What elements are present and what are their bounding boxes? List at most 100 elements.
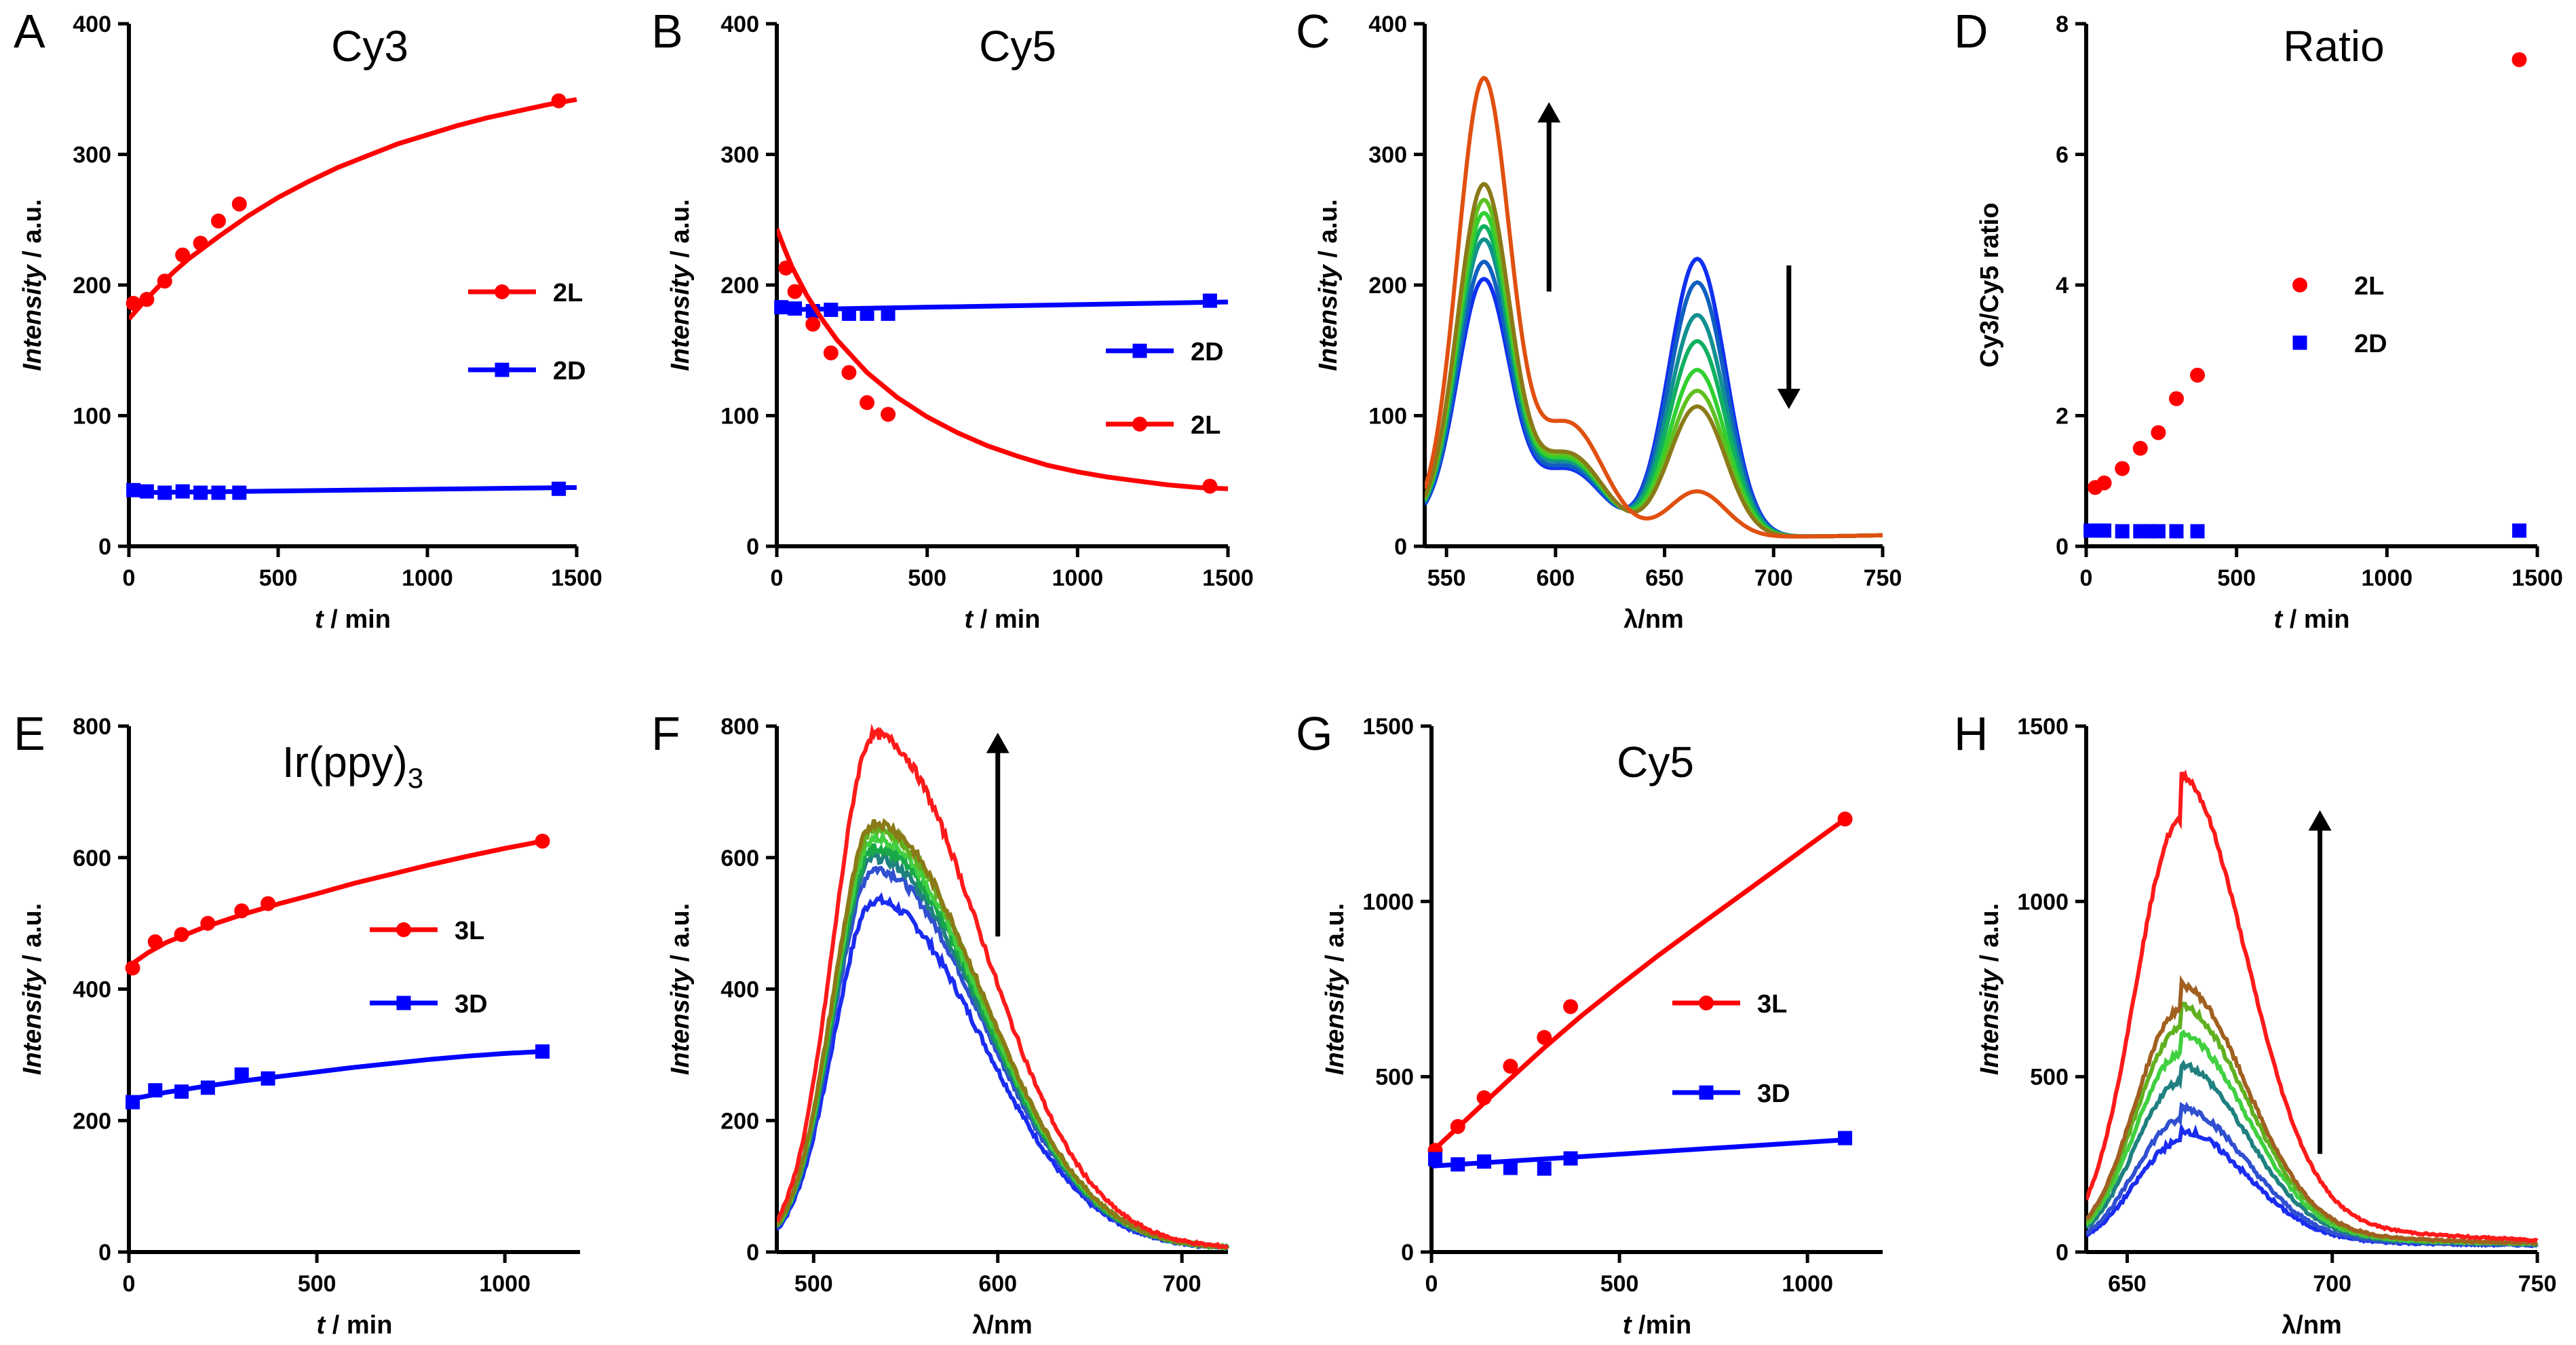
data-point <box>147 934 163 949</box>
data-point <box>234 903 250 919</box>
y-tick-label: 400 <box>1368 12 1407 37</box>
spectrum-line <box>777 818 1229 1251</box>
data-point <box>1503 1160 1518 1175</box>
panel-title: Ir(ppy)3 <box>282 738 423 794</box>
x-axis-var: t <box>965 605 974 634</box>
y-tick-label: 300 <box>73 143 111 168</box>
series-3D <box>126 1044 550 1110</box>
legend-marker <box>1699 1085 1714 1100</box>
legend-entry: 2D <box>1106 338 1224 366</box>
legend-marker <box>2292 278 2307 292</box>
trend-arrow-head <box>1537 102 1561 123</box>
y-tick-label: 4 <box>2056 273 2069 299</box>
x-axis-unit: / min <box>325 1311 392 1340</box>
panel-label: G <box>1296 707 1332 760</box>
panel-title-text: Ratio <box>2283 22 2384 71</box>
spectrum-line <box>2086 1122 2538 1249</box>
x-tick-label: 700 <box>2313 1271 2351 1297</box>
y-axis-label: Intensity / a.u. <box>1976 903 2004 1075</box>
y-axis-label: Intensity / a.u. <box>1321 903 1349 1075</box>
legend-marker <box>495 284 510 299</box>
y-axis-unit: / a.u. <box>666 903 695 969</box>
y-tick-label: 0 <box>1394 534 1407 560</box>
data-point <box>1563 999 1579 1015</box>
x-axis-unit: / min <box>2282 605 2349 634</box>
series-2D <box>774 293 1229 321</box>
x-tick-label: 550 <box>1427 565 1466 591</box>
legend-marker <box>2292 335 2307 350</box>
x-axis-unit: λ/nm <box>972 1311 1033 1340</box>
panel-label: C <box>1296 5 1330 58</box>
x-tick-label: 500 <box>298 1271 337 1297</box>
y-axis-var: Intensity <box>1976 968 2004 1075</box>
panel-d: D 0 500 1000 1500 0 2 4 6 8 t / min Cy3/Cy5 ratio Ra… <box>1954 5 2563 634</box>
y-tick-label: 100 <box>720 404 759 430</box>
data-point <box>211 213 226 229</box>
series-2L <box>777 227 1229 494</box>
y-tick-label: 0 <box>746 1240 759 1266</box>
data-point <box>1837 811 1853 827</box>
data-point <box>551 93 566 109</box>
legend-entry: 2L <box>2292 272 2384 301</box>
y-tick-label: 0 <box>98 534 111 560</box>
y-tick-label: 1500 <box>1362 714 1414 740</box>
data-point <box>1537 1029 1552 1045</box>
fit-curve <box>129 97 577 321</box>
data-point <box>1503 1059 1518 1074</box>
y-tick-label: 800 <box>73 714 111 740</box>
legend-marker <box>396 996 411 1010</box>
y-tick-label: 400 <box>73 12 111 37</box>
panel-label: H <box>1954 707 1988 760</box>
data-point <box>2132 440 2148 456</box>
data-point <box>2190 367 2206 383</box>
data-point <box>1563 1151 1578 1166</box>
y-tick-label: 200 <box>1368 273 1407 299</box>
x-tick-label: 500 <box>2217 565 2256 591</box>
data-point <box>126 1095 140 1110</box>
x-tick-label: 1000 <box>402 565 453 591</box>
x-axis-label: t / min <box>317 1311 393 1340</box>
panel-h: H 650 700 750 0 500 1000 1500 λ/nm Intensity / a.… <box>1954 707 2556 1340</box>
data-point <box>232 485 247 500</box>
legend-marker <box>1132 343 1147 358</box>
spectrum-line <box>1425 75 1883 539</box>
trend-arrow-head <box>986 732 1010 753</box>
data-point <box>778 260 794 276</box>
x-axis-label: t /min <box>1623 1311 1691 1340</box>
series-2D <box>2083 523 2526 539</box>
legend-marker <box>495 362 510 377</box>
series-2L <box>126 93 577 321</box>
x-tick-label: 1000 <box>2362 565 2413 591</box>
data-point <box>148 1083 163 1098</box>
y-tick-label: 200 <box>720 1108 759 1134</box>
data-point <box>535 833 550 849</box>
legend-label: 3D <box>1757 1080 1790 1108</box>
data-point <box>824 303 839 318</box>
y-axis-var: Intensity <box>18 968 47 1075</box>
x-axis-label: λ/nm <box>1623 605 1684 634</box>
x-tick-label: 1500 <box>1202 565 1254 591</box>
legend-marker <box>396 922 411 937</box>
x-tick-label: 600 <box>978 1271 1017 1297</box>
x-tick-label: 1000 <box>1052 565 1104 591</box>
x-tick-label: 500 <box>259 565 298 591</box>
y-axis-unit: / a.u. <box>18 199 47 265</box>
y-tick-label: 0 <box>2056 534 2069 560</box>
x-tick-label: 500 <box>794 1271 833 1297</box>
series-3L <box>125 833 550 976</box>
y-axis-label: Cy3/Cy5 ratio <box>1976 203 2004 368</box>
y-tick-label: 100 <box>1368 404 1407 430</box>
data-point <box>126 295 141 311</box>
x-tick-label: 1500 <box>2512 565 2563 591</box>
x-axis-label: t / min <box>2274 605 2350 634</box>
data-point <box>2169 391 2184 406</box>
y-axis-unit: / a.u. <box>1314 199 1343 265</box>
y-axis-label: Intensity / a.u. <box>1314 199 1343 371</box>
y-tick-label: 600 <box>73 846 111 871</box>
x-axis-var: t <box>1623 1311 1632 1340</box>
legend-entry: 3L <box>1672 990 1787 1019</box>
data-point <box>881 306 896 321</box>
y-tick-label: 100 <box>73 404 111 430</box>
data-point <box>234 1067 249 1082</box>
